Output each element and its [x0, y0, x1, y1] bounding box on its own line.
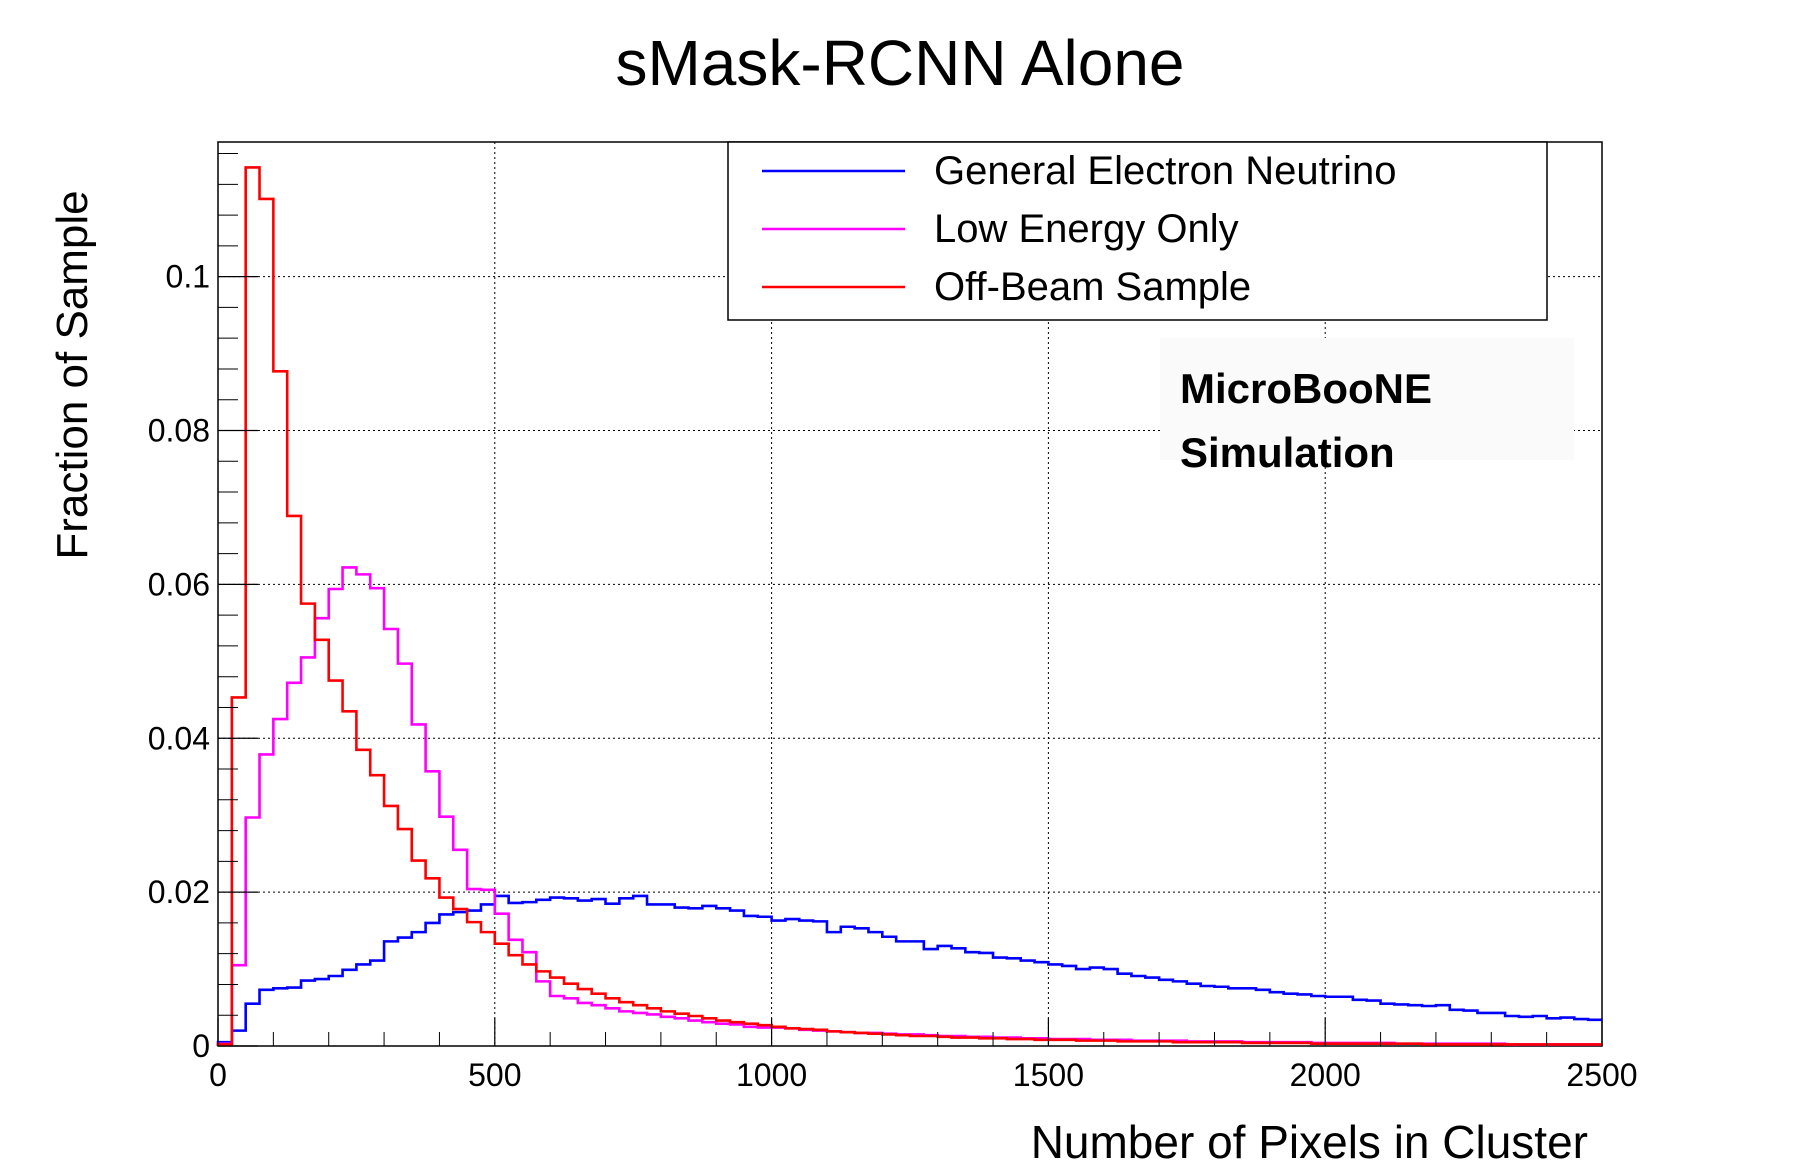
x-tick-label: 1000 — [736, 1057, 807, 1093]
y-tick-label: 0.1 — [166, 259, 210, 295]
y-tick-label: 0.04 — [148, 720, 210, 756]
x-tick-label: 1500 — [1013, 1057, 1084, 1093]
annotation-line-2: Simulation — [1180, 429, 1395, 476]
y-axis-label: Fraction of Sample — [48, 190, 97, 559]
x-tick-label: 0 — [209, 1057, 227, 1093]
y-tick-label: 0.08 — [148, 413, 210, 449]
y-tick-label: 0.06 — [148, 566, 210, 602]
y-tick-label: 0 — [192, 1028, 210, 1064]
legend-label-2: Low Energy Only — [934, 207, 1239, 251]
annotation-line-1: MicroBooNE — [1180, 365, 1432, 412]
x-axis-label: Number of Pixels in Cluster — [1031, 1116, 1588, 1168]
x-tick-label: 2500 — [1566, 1057, 1637, 1093]
x-tick-label: 2000 — [1290, 1057, 1361, 1093]
axis-ticks: 0 500 1000 1500 2000 2500 0 0.02 0.04 0.06 0.08 0.1 — [148, 153, 1638, 1093]
chart-title: sMask-RCNN Alone — [615, 27, 1184, 99]
series-line-1 — [216, 894, 1602, 1046]
legend-label-1: General Electron Neutrino — [934, 149, 1396, 193]
annotation-box: MicroBooNE Simulation — [1160, 338, 1574, 476]
legend: General Electron Neutrino Low Energy Only… — [727, 141, 1548, 321]
legend-label-3: Off-Beam Sample — [934, 265, 1251, 309]
x-tick-label: 500 — [468, 1057, 521, 1093]
y-tick-label: 0.02 — [148, 874, 210, 910]
